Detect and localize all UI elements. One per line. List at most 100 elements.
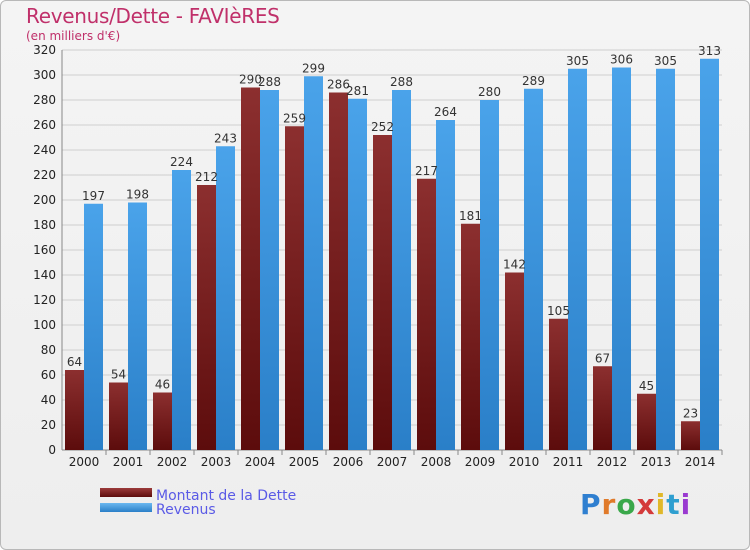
bar-revenus <box>304 76 323 450</box>
y-tick-label: 260 <box>33 118 56 132</box>
data-label: 288 <box>390 75 413 89</box>
bar-revenus <box>700 58 719 450</box>
bar-revenus <box>348 98 367 450</box>
bar-revenus <box>436 120 455 450</box>
data-label: 305 <box>566 54 589 68</box>
x-tick-label: 2002 <box>157 455 188 469</box>
y-tick-label: 300 <box>33 68 56 82</box>
bar-revenus <box>524 88 543 450</box>
data-label: 46 <box>155 378 170 392</box>
data-label: 289 <box>522 74 545 88</box>
y-tick-label: 240 <box>33 143 56 157</box>
bar-revenus <box>216 146 235 450</box>
x-tick-label: 2000 <box>69 455 100 469</box>
data-label: 23 <box>683 406 698 420</box>
data-label: 281 <box>346 84 369 98</box>
bar-dette <box>109 382 128 450</box>
data-label: 286 <box>327 78 350 92</box>
data-label: 54 <box>111 368 126 382</box>
x-tick-label: 2004 <box>245 455 276 469</box>
data-label: 264 <box>434 105 457 119</box>
bar-dette <box>241 87 260 450</box>
bar-dette <box>505 272 524 450</box>
data-label: 259 <box>283 111 306 125</box>
bar-dette <box>197 185 216 450</box>
data-label: 288 <box>258 75 281 89</box>
bar-dette <box>681 421 700 450</box>
x-tick-label: 2005 <box>289 455 320 469</box>
data-label: 197 <box>82 189 105 203</box>
x-tick-label: 2003 <box>201 455 232 469</box>
data-label: 142 <box>503 258 526 272</box>
bar-dette <box>329 92 348 450</box>
chart-subtitle: (en milliers d'€) <box>26 29 121 43</box>
data-label: 280 <box>478 85 501 99</box>
x-tick-label: 2001 <box>113 455 144 469</box>
data-label: 313 <box>698 44 721 58</box>
data-label: 252 <box>371 120 394 134</box>
y-tick-label: 280 <box>33 93 56 107</box>
bar-revenus <box>612 67 631 450</box>
bar-revenus <box>480 100 499 450</box>
data-label: 290 <box>239 73 262 87</box>
data-label: 67 <box>595 351 610 365</box>
bar-dette <box>637 393 656 450</box>
legend: Montant de la Dette Revenus <box>100 488 296 518</box>
data-label: 299 <box>302 61 325 75</box>
legend-label-revenus: Revenus <box>156 502 216 518</box>
data-label: 212 <box>195 170 218 184</box>
data-label: 306 <box>610 53 633 67</box>
bar-dette <box>549 318 568 450</box>
y-tick-label: 180 <box>33 218 56 232</box>
chart-title: Revenus/Dette - FAVIèRES <box>26 4 280 28</box>
bars <box>65 58 719 450</box>
bar-revenus <box>172 170 191 450</box>
axes: 0 20 40 60 80 100 120 140 160 180 200 220 240 260 280 3… <box>33 43 723 469</box>
x-tick-label: 2013 <box>641 455 672 469</box>
bar-revenus <box>568 68 587 450</box>
data-label: 224 <box>170 155 193 169</box>
bar-revenus <box>128 202 147 450</box>
data-label: 181 <box>459 209 482 223</box>
y-tick-label: 40 <box>41 393 56 407</box>
y-tick-label: 80 <box>41 343 56 357</box>
data-label: 45 <box>639 379 654 393</box>
x-tick-label: 2010 <box>509 455 540 469</box>
x-tick-label: 2014 <box>685 455 716 469</box>
y-tick-label: 220 <box>33 168 56 182</box>
y-tick-label: 200 <box>33 193 56 207</box>
y-tick-label: 60 <box>41 368 56 382</box>
legend-swatch-dette <box>100 488 152 497</box>
bar-dette <box>417 178 436 450</box>
legend-swatch-revenus <box>100 503 152 512</box>
y-tick-label: 160 <box>33 243 56 257</box>
x-tick-label: 2009 <box>465 455 496 469</box>
bar-revenus <box>260 90 279 450</box>
data-label: 105 <box>547 304 570 318</box>
y-tick-label: 0 <box>48 443 56 457</box>
bar-dette <box>593 366 612 450</box>
bar-dette <box>373 135 392 450</box>
data-label: 305 <box>654 54 677 68</box>
bar-revenus <box>84 203 103 450</box>
bar-dette <box>153 392 172 450</box>
y-tick-label: 140 <box>33 268 56 282</box>
bar-dette <box>285 126 304 450</box>
x-tick-label: 2012 <box>597 455 628 469</box>
x-tick-label: 2011 <box>553 455 584 469</box>
data-label: 243 <box>214 131 237 145</box>
data-label: 217 <box>415 164 438 178</box>
bar-dette <box>461 223 480 450</box>
bar-dette <box>65 370 84 450</box>
y-tick-label: 120 <box>33 293 56 307</box>
y-tick-label: 320 <box>33 43 56 57</box>
y-tick-label: 20 <box>41 418 56 432</box>
legend-label-dette: Montant de la Dette <box>156 488 296 504</box>
bar-revenus <box>656 68 675 450</box>
x-tick-label: 2008 <box>421 455 452 469</box>
proxiti-logo: Proxiti <box>580 488 692 521</box>
data-label: 198 <box>126 188 149 202</box>
y-tick-label: 100 <box>33 318 56 332</box>
value-labels: 6419754198462242122432902882592992862812… <box>67 44 721 421</box>
